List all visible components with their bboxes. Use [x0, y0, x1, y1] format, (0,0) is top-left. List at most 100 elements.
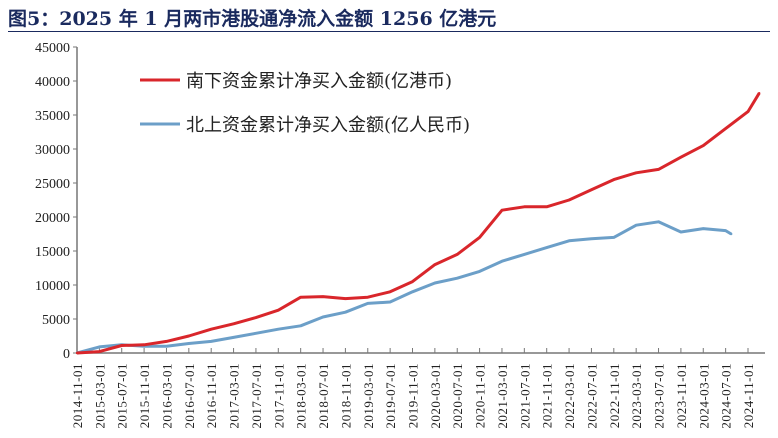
data-point: [210, 340, 213, 343]
data-point: [254, 332, 258, 335]
data-point: [98, 350, 101, 353]
title-rule: [8, 31, 770, 32]
data-point: [366, 302, 369, 305]
data-point: [165, 345, 168, 348]
data-point: [679, 155, 683, 159]
x-tick-label: 2022-03-01: [562, 363, 577, 429]
data-point: [590, 237, 593, 240]
data-point: [545, 205, 548, 208]
data-point: [757, 92, 761, 95]
data-point: [344, 311, 347, 314]
data-point: [478, 236, 481, 239]
data-point: [411, 280, 414, 283]
data-point: [456, 253, 459, 256]
x-tick-label: 2023-03-01: [629, 363, 644, 429]
x-tick-label: 2022-11-01: [607, 363, 622, 428]
data-point: [232, 322, 235, 325]
x-tick-label: 2024-07-01: [719, 363, 734, 429]
x-tick-label: 2020-03-01: [428, 363, 443, 429]
x-tick-label: 2016-11-01: [204, 363, 219, 428]
x-tick-label: 2018-07-01: [316, 363, 331, 429]
y-tick-label: 15000: [35, 245, 70, 260]
data-point: [634, 223, 638, 227]
data-point: [612, 236, 615, 239]
data-point: [657, 220, 660, 223]
data-point: [567, 198, 571, 202]
data-point: [232, 336, 235, 339]
data-point: [612, 178, 615, 181]
x-tick-label: 2024-11-01: [741, 363, 756, 428]
x-tick-label: 2024-03-01: [696, 363, 711, 429]
data-point: [523, 253, 526, 256]
legend-label: 南下资金累计净买入金额(亿港币): [186, 71, 452, 92]
data-point: [545, 246, 548, 249]
series-line: [76, 220, 732, 355]
y-tick-label: 25000: [35, 177, 70, 192]
data-point: [657, 168, 660, 171]
data-point: [433, 281, 437, 285]
data-point: [702, 144, 705, 147]
data-point: [299, 296, 302, 299]
data-point: [366, 296, 369, 299]
data-point: [254, 316, 258, 319]
x-tick-label: 2022-07-01: [584, 363, 599, 429]
data-point: [187, 334, 191, 338]
data-point: [433, 263, 437, 266]
data-point: [567, 239, 571, 242]
y-tick-label: 5000: [42, 313, 70, 328]
y-tick-label: 45000: [35, 41, 70, 56]
data-point: [523, 205, 526, 208]
x-tick-label: 2020-07-01: [450, 363, 465, 429]
data-point: [277, 308, 280, 312]
x-tick-label: 2021-07-01: [517, 363, 532, 429]
x-tick-label: 2015-11-01: [137, 363, 152, 428]
y-tick-label: 40000: [35, 75, 70, 90]
x-tick-label: 2017-03-01: [227, 363, 242, 429]
data-point: [724, 127, 727, 130]
data-point: [120, 344, 123, 347]
x-tick-label: 2017-07-01: [249, 363, 264, 429]
x-tick-label: 2014-11-01: [70, 363, 85, 428]
x-tick-label: 2021-03-01: [495, 363, 510, 429]
data-point: [679, 230, 683, 234]
x-tick-label: 2019-03-01: [361, 363, 376, 429]
data-point: [165, 340, 168, 343]
data-point: [98, 345, 101, 349]
y-tick-label: 20000: [35, 211, 70, 226]
data-point: [500, 260, 504, 263]
x-tick-label: 2023-07-01: [652, 363, 667, 429]
data-point: [187, 342, 191, 345]
data-point: [411, 290, 414, 293]
data-point: [277, 328, 280, 331]
x-tick-label: 2019-07-01: [383, 363, 398, 429]
data-point: [388, 290, 392, 293]
x-tick-label: 2018-03-01: [294, 363, 309, 429]
data-point: [500, 209, 504, 212]
y-tick-label: 0: [63, 347, 70, 362]
series-line: [76, 92, 761, 355]
y-tick-label: 30000: [35, 143, 70, 158]
data-point: [456, 277, 459, 280]
x-tick-label: 2015-03-01: [92, 363, 107, 429]
x-tick-label: 2016-07-01: [182, 363, 197, 429]
x-tick-label: 2018-11-01: [338, 363, 353, 428]
x-tick-label: 2015-07-01: [115, 363, 130, 429]
x-tick-label: 2017-11-01: [271, 363, 286, 428]
data-point: [299, 324, 302, 327]
x-tick-label: 2021-11-01: [540, 363, 555, 428]
data-point: [702, 227, 705, 230]
data-point: [321, 295, 325, 298]
y-tick-label: 10000: [35, 279, 70, 294]
data-point: [590, 188, 593, 191]
data-point: [344, 297, 347, 300]
data-point: [142, 343, 146, 347]
data-point: [321, 315, 325, 319]
data-point: [210, 328, 213, 331]
data-point: [634, 171, 638, 174]
data-point: [478, 270, 481, 273]
chart-title: 图5：2025 年 1 月两市港股通净流入金额 1256 亿港元: [8, 8, 497, 30]
x-tick-label: 2023-11-01: [674, 363, 689, 428]
data-point: [388, 300, 392, 304]
data-point: [75, 351, 79, 355]
